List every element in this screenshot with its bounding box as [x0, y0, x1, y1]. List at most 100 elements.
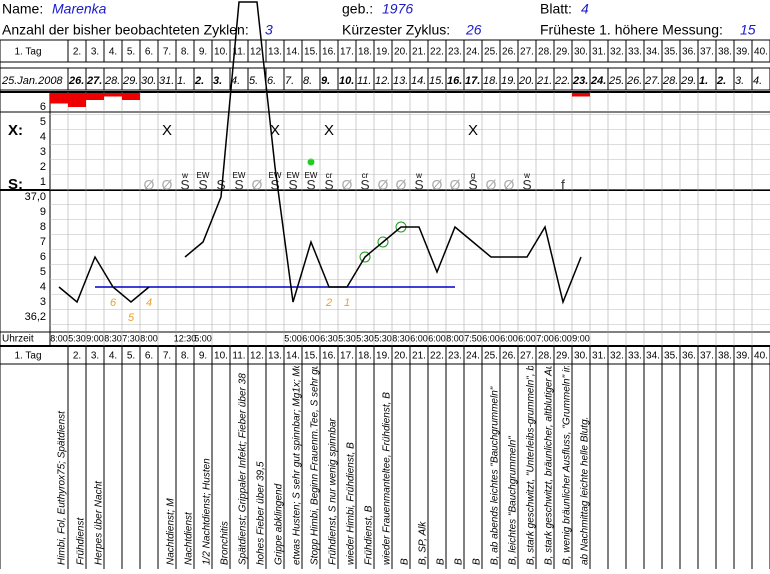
- day-label: 15.: [304, 47, 318, 58]
- time-label: 5:30: [356, 333, 374, 343]
- date-label: 1.: [177, 75, 186, 87]
- day-label: 4.: [109, 351, 117, 362]
- note: wieder Frauenmanteltee, Frühdienst, B: [382, 392, 393, 565]
- date-label: 13.: [393, 75, 408, 87]
- day-label: 22.: [430, 351, 444, 362]
- day-label: 26.: [502, 351, 516, 362]
- day-label: 35.: [664, 47, 678, 58]
- note: B: [454, 558, 465, 565]
- date-label: 31.: [159, 75, 174, 87]
- mucus-sup: EW: [269, 171, 282, 180]
- mucus-mark: S: [198, 177, 207, 193]
- mucus-sup: cr: [362, 171, 369, 180]
- day-label: 4.: [109, 47, 117, 58]
- count-label: 2: [325, 297, 332, 309]
- x-mark: X: [270, 122, 280, 139]
- day-label: 27.: [520, 47, 534, 58]
- date-label: 3.: [735, 75, 744, 87]
- count-label: 1: [344, 297, 350, 309]
- y-tick-label: 1: [40, 176, 46, 188]
- mucus-mark: S: [360, 177, 369, 193]
- day-label: 14.: [286, 47, 300, 58]
- s-row-label: S:: [8, 176, 23, 193]
- bleeding-bar: [572, 93, 590, 97]
- day-label: 15.: [304, 351, 318, 362]
- shortest: 26: [465, 22, 482, 38]
- y-tick-label: 8: [40, 221, 46, 233]
- note: B: [400, 558, 411, 565]
- day-label: 28.: [538, 351, 552, 362]
- date-label: 10.: [339, 75, 354, 87]
- date-label: 7.: [285, 75, 294, 87]
- date-label: 9.: [321, 75, 330, 87]
- day-label: 33.: [628, 351, 642, 362]
- note: B, stark geschwitzt, "Unterleibs-grummel…: [526, 233, 537, 565]
- note: B: [436, 558, 447, 565]
- day-label: 1. Tag: [14, 47, 41, 58]
- mucus-mark: S: [234, 177, 243, 193]
- day-label: 40.: [754, 47, 768, 58]
- y-tick-label: 5: [40, 266, 46, 278]
- date-label: 22.: [554, 75, 570, 87]
- count-label: 4: [146, 297, 152, 309]
- day-label: 22.: [430, 47, 444, 58]
- day-label: 27.: [520, 351, 534, 362]
- mucus-sup: g: [471, 171, 475, 180]
- mucus-mark: S: [306, 177, 315, 193]
- date-label: 21.: [536, 75, 552, 87]
- mucus-mark: Ø: [162, 177, 173, 193]
- time-row-label: Uhrzeit: [2, 334, 34, 345]
- mucus-mark: S: [468, 177, 477, 193]
- day-label: 17.: [340, 47, 354, 58]
- day-label: 25.: [484, 47, 498, 58]
- day-label: 9.: [199, 351, 207, 362]
- day-label: 16.: [322, 351, 336, 362]
- date-label: 20.: [518, 75, 534, 87]
- date-label: 25.: [608, 75, 624, 87]
- y-tick-label: 2: [40, 161, 46, 173]
- mucus-sup: EW: [233, 171, 246, 180]
- mucus-sup: EW: [287, 171, 300, 180]
- time-label: 6:00: [500, 333, 518, 343]
- day-label: 8.: [181, 47, 189, 58]
- x-mark: X: [324, 122, 334, 139]
- bleeding-bar: [86, 93, 104, 100]
- day-label: 3.: [91, 47, 99, 58]
- day-label: 6.: [145, 351, 153, 362]
- day-label: 29.: [556, 351, 570, 362]
- shortest-label: Kürzester Zyklus:: [342, 22, 450, 38]
- day-label: 37.: [700, 351, 714, 362]
- day-label: 20.: [394, 47, 408, 58]
- date-label: 4.: [753, 75, 762, 87]
- date-label: 15.: [429, 75, 444, 87]
- note: etwas Husten; S sehr gut spinnbar; Mg1x;…: [292, 346, 303, 565]
- day-label: 7.: [163, 47, 171, 58]
- time-label: 6:00: [428, 333, 446, 343]
- mucus-mark: Ø: [396, 177, 407, 193]
- bleeding-bar: [68, 93, 86, 107]
- date-label: 25.Jan.2008: [1, 75, 63, 87]
- day-label: 23.: [448, 351, 462, 362]
- day-label: 7.: [163, 351, 171, 362]
- count-label: 6: [110, 297, 117, 309]
- mucus-mark: Ø: [504, 177, 515, 193]
- date-label: 1.: [699, 75, 708, 87]
- time-label: 9:00: [86, 333, 104, 343]
- day-label: 11.: [232, 47, 245, 58]
- mucus-mark: f: [561, 177, 565, 193]
- date-label: 29.: [680, 75, 696, 87]
- time-label: 5:00: [284, 333, 302, 343]
- date-label: 18.: [483, 75, 498, 87]
- name: Marenka: [52, 1, 107, 17]
- note: Nachtdienst; M: [166, 498, 177, 565]
- day-label: 18.: [358, 47, 372, 58]
- time-label: 9:00: [572, 333, 590, 343]
- time-label: 5:30: [338, 333, 356, 343]
- mucus-mark: S: [288, 177, 297, 193]
- y-tick-label: 3: [40, 146, 46, 158]
- time-label: 7:50: [464, 333, 482, 343]
- earliest-label: Früheste 1. höhere Messung:: [540, 22, 723, 38]
- y-tick-label: 9: [40, 206, 46, 218]
- time-label: 8:00: [50, 333, 68, 343]
- date-label: 23.: [572, 75, 588, 87]
